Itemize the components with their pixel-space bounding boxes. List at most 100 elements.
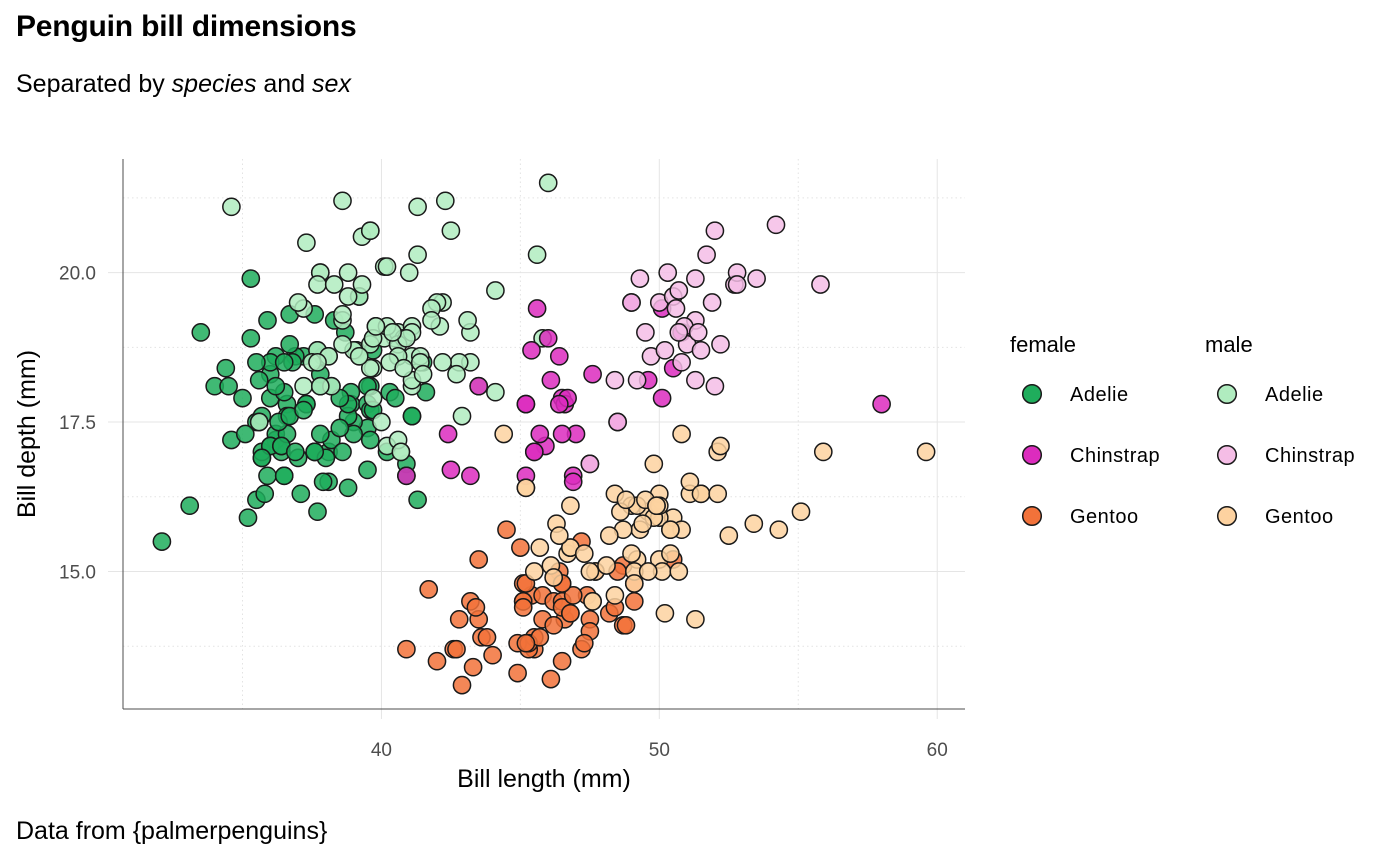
data-point — [527, 245, 547, 265]
data-point — [291, 484, 311, 504]
data-point — [333, 191, 352, 211]
data-point — [308, 502, 327, 522]
data-point — [255, 484, 275, 504]
legend-key — [1216, 505, 1238, 527]
data-point — [549, 394, 569, 414]
data-point — [441, 221, 461, 241]
y-tick-label: 15.0 — [59, 563, 96, 584]
data-point — [463, 657, 483, 677]
data-point — [497, 520, 516, 540]
data-point — [549, 526, 569, 545]
data-point — [508, 663, 527, 683]
data-point — [711, 334, 730, 354]
data-point — [719, 526, 739, 545]
data-point — [258, 466, 277, 486]
data-point — [249, 370, 269, 390]
data-point — [252, 448, 272, 468]
data-point — [191, 323, 211, 342]
legend-group-female: female Adelie Chinstrap Gentoo — [1010, 332, 1160, 528]
data-point — [747, 269, 766, 288]
legend-title: female — [1010, 332, 1076, 357]
data-point — [605, 586, 625, 605]
legend-group-male: male Adelie Chinstrap Gentoo — [1205, 332, 1355, 528]
data-point — [744, 514, 764, 534]
data-point — [288, 293, 308, 312]
data-point — [360, 221, 380, 241]
data-point — [408, 197, 427, 217]
data-point — [686, 269, 705, 288]
data-point — [247, 352, 266, 372]
data-point — [486, 281, 505, 300]
data-point — [672, 352, 691, 372]
data-point — [360, 358, 380, 378]
data-point — [486, 382, 505, 402]
data-point — [538, 328, 558, 348]
data-point — [274, 466, 294, 486]
data-point — [483, 645, 502, 665]
data-point — [280, 334, 300, 354]
data-point — [530, 424, 550, 444]
data-point — [385, 388, 405, 408]
data-point — [708, 484, 728, 504]
data-point — [308, 275, 327, 294]
legend-label: Adelie — [1070, 384, 1129, 406]
data-point — [811, 275, 830, 294]
data-point — [402, 406, 422, 426]
data-point — [544, 568, 564, 587]
data-point — [397, 639, 416, 659]
data-point — [233, 388, 252, 408]
data-point — [441, 460, 461, 480]
data-point — [644, 454, 664, 474]
legend-key — [1021, 383, 1043, 405]
data-point — [469, 550, 489, 569]
data-point — [408, 245, 427, 265]
data-point — [655, 603, 675, 623]
data-point — [294, 376, 313, 396]
data-point — [338, 287, 358, 306]
data-point — [705, 376, 725, 396]
data-point — [597, 556, 616, 575]
legend: female Adelie Chinstrap Gentoo male Adelie Chi… — [1010, 332, 1355, 528]
data-point — [702, 293, 722, 312]
data-point — [438, 424, 458, 444]
data-point — [338, 478, 358, 498]
data-point — [422, 311, 441, 330]
data-point — [494, 424, 514, 444]
data-point — [669, 281, 689, 300]
data-point — [394, 358, 414, 378]
data-point — [305, 442, 325, 462]
data-point — [524, 562, 544, 581]
data-points — [152, 173, 936, 695]
data-point — [549, 346, 569, 366]
data-point — [452, 675, 472, 695]
legend-label: Chinstrap — [1070, 445, 1160, 467]
data-point — [413, 364, 433, 384]
data-point — [152, 532, 172, 551]
data-point — [352, 275, 372, 294]
data-point — [686, 370, 705, 390]
data-point — [358, 460, 377, 480]
data-point — [530, 538, 550, 557]
data-point — [408, 490, 427, 510]
data-point — [652, 388, 672, 408]
data-point — [622, 293, 641, 312]
subtitle-prefix: Separated by — [16, 70, 172, 98]
data-point — [655, 340, 675, 360]
data-point — [691, 340, 711, 360]
data-point — [241, 269, 261, 288]
data-point — [469, 376, 489, 396]
legend-title: male — [1205, 332, 1253, 357]
legend-key — [1216, 444, 1238, 466]
data-point — [527, 299, 547, 318]
data-point — [513, 598, 533, 617]
data-point — [308, 352, 327, 372]
data-point — [399, 263, 419, 282]
data-point — [552, 651, 572, 671]
data-point — [366, 317, 386, 336]
data-point — [238, 508, 258, 528]
data-point — [466, 598, 486, 617]
data-point — [516, 478, 536, 498]
series-adelie-male — [222, 173, 558, 462]
legend-label: Adelie — [1265, 384, 1324, 406]
data-point — [216, 358, 236, 378]
